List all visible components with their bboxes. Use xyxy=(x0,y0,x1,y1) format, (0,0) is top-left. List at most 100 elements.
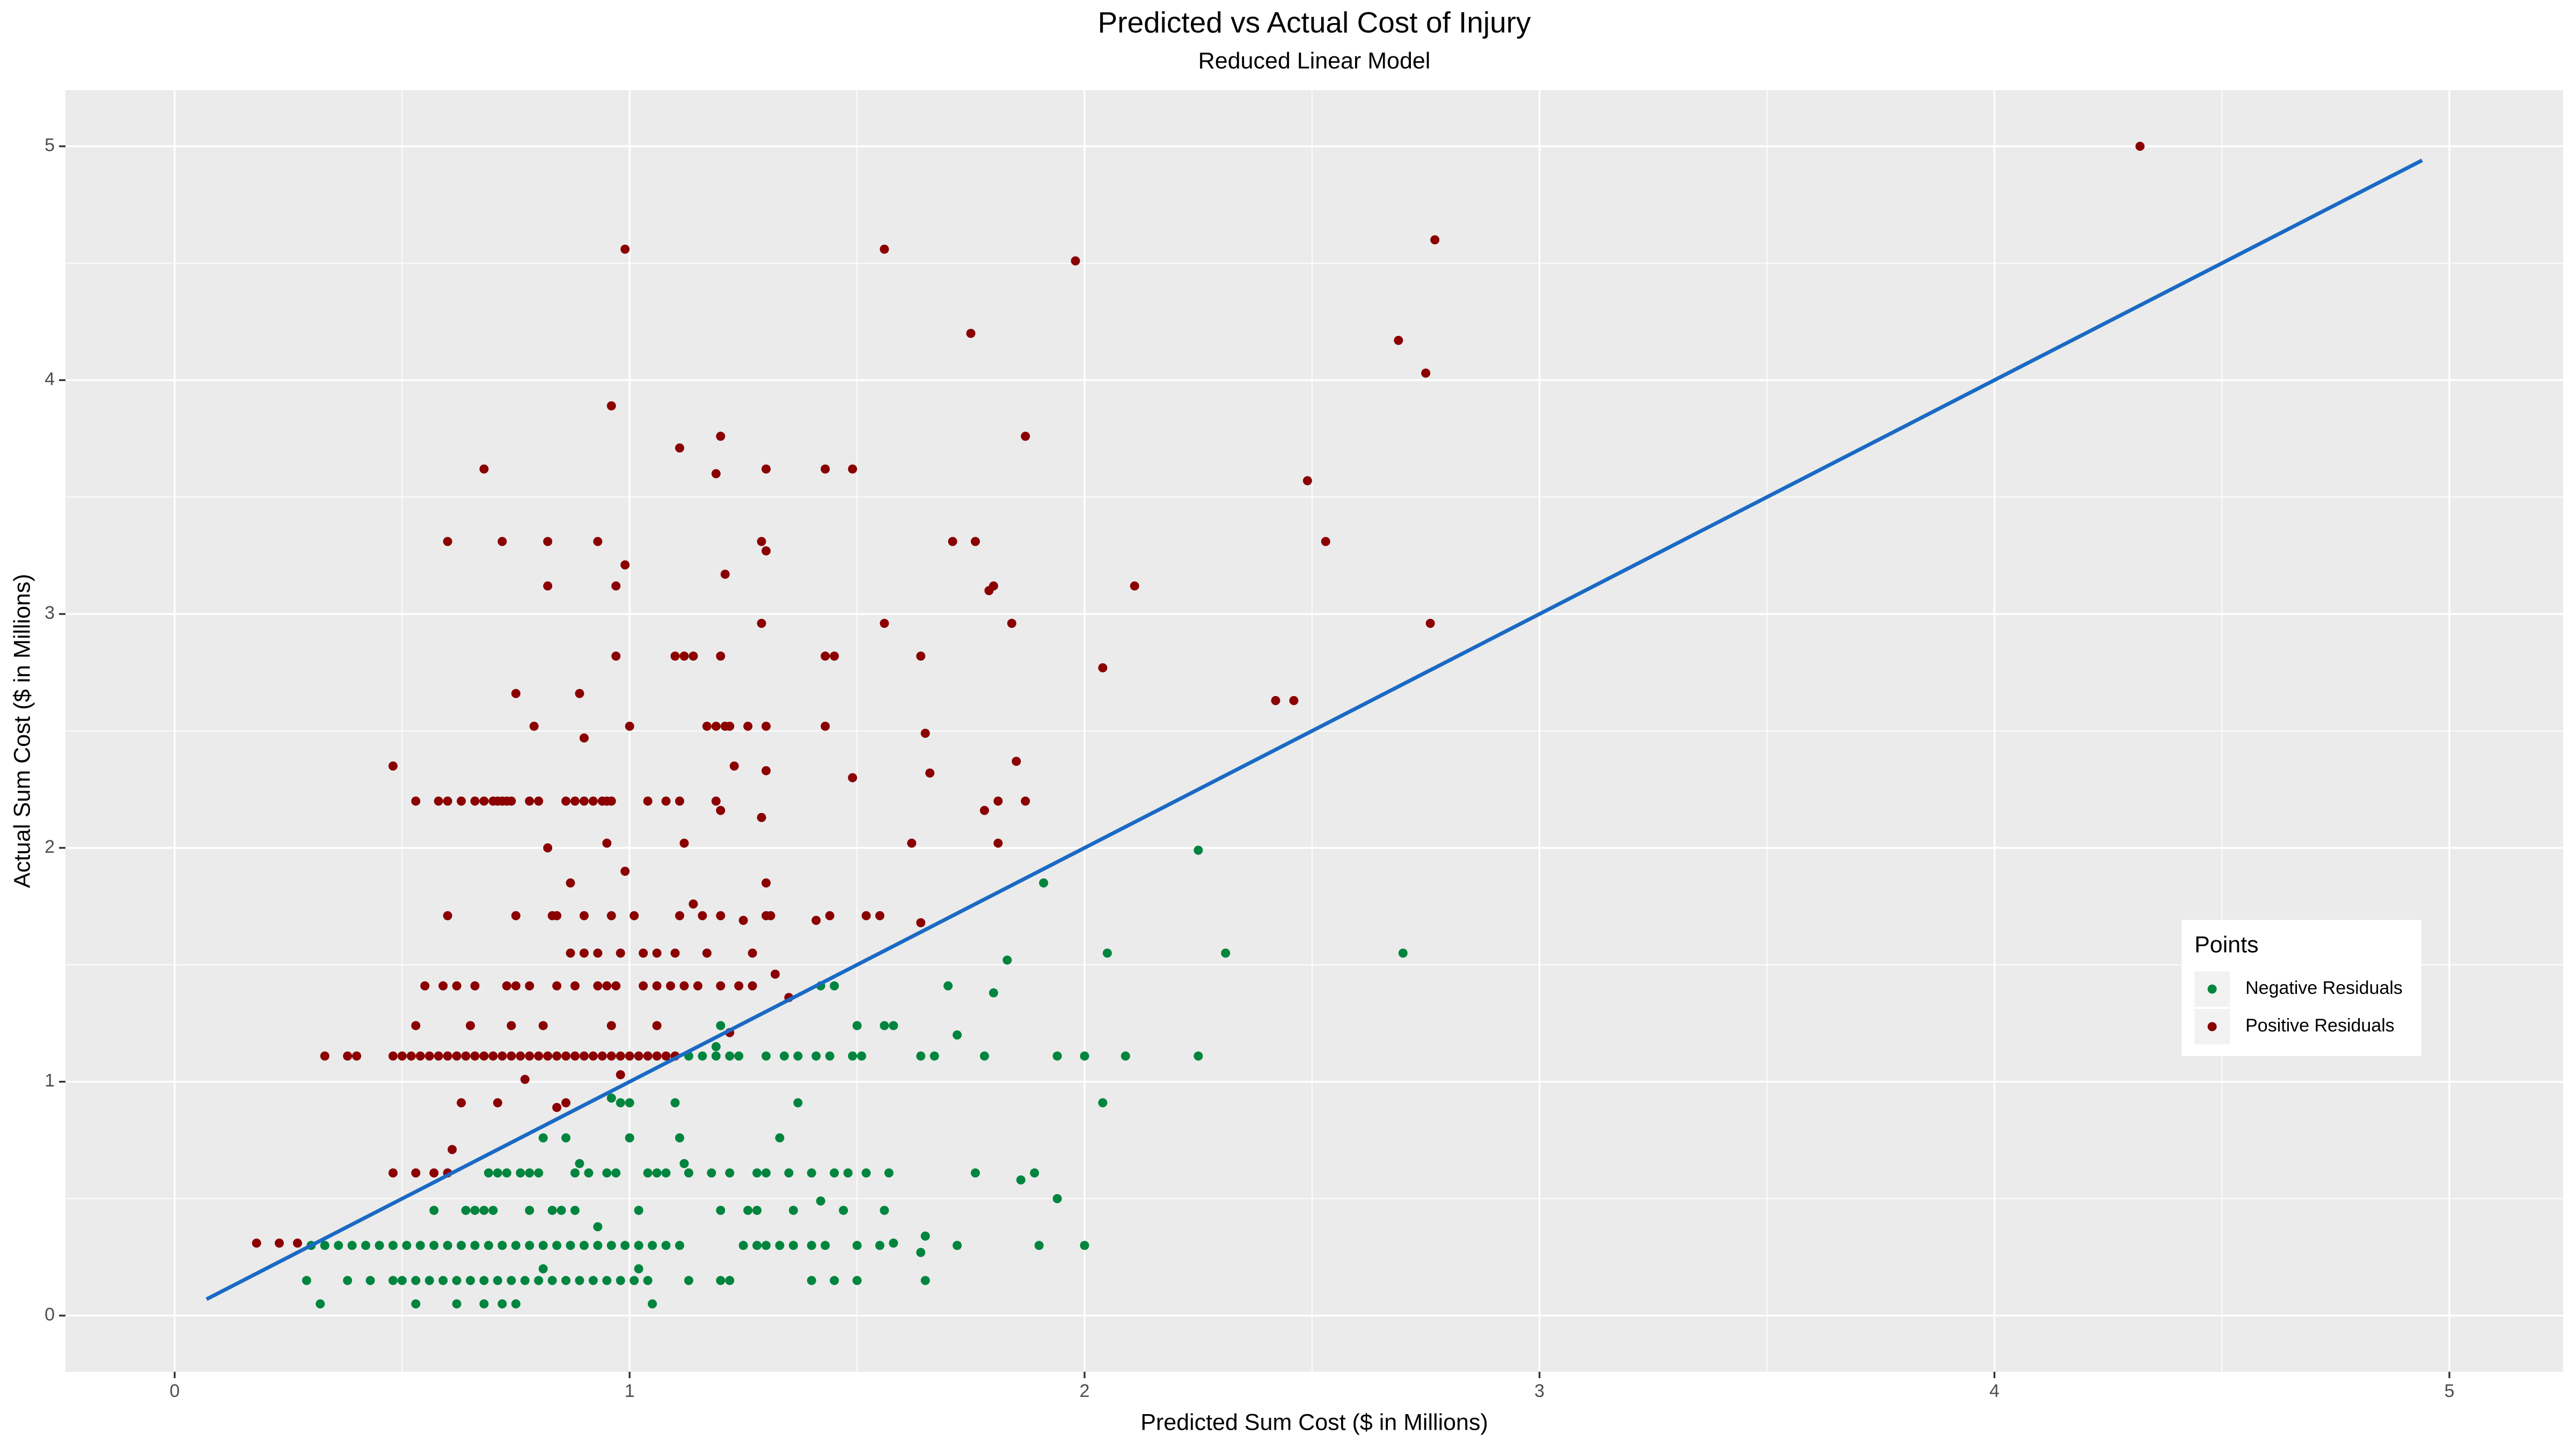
point xyxy=(852,1021,862,1030)
point xyxy=(634,1205,643,1215)
legend-title: Points xyxy=(2194,932,2259,957)
point xyxy=(443,911,452,920)
point xyxy=(1039,878,1049,888)
legend-marker xyxy=(2207,984,2217,994)
point xyxy=(552,981,562,991)
point xyxy=(361,1241,370,1250)
point xyxy=(511,689,521,698)
point xyxy=(788,1205,798,1215)
point xyxy=(643,1051,653,1061)
point xyxy=(857,1051,867,1061)
point xyxy=(525,981,535,991)
point xyxy=(675,1241,684,1250)
point xyxy=(880,244,889,254)
point xyxy=(761,721,771,731)
point xyxy=(429,1168,439,1178)
point xyxy=(843,1168,853,1178)
point xyxy=(570,981,580,991)
point xyxy=(511,1241,521,1250)
point xyxy=(630,911,639,920)
point xyxy=(711,721,721,731)
point xyxy=(916,1051,926,1061)
point xyxy=(611,1168,621,1178)
point xyxy=(543,843,553,853)
point xyxy=(821,721,830,731)
point xyxy=(434,1051,443,1061)
point xyxy=(825,1051,835,1061)
point xyxy=(616,1070,625,1080)
point xyxy=(411,1021,421,1030)
point xyxy=(566,948,575,958)
point xyxy=(570,1205,580,1215)
legend-marker xyxy=(2207,1022,2217,1031)
point xyxy=(734,981,744,991)
point xyxy=(830,1276,839,1285)
point xyxy=(684,1276,693,1285)
point xyxy=(830,1168,839,1178)
point xyxy=(1271,696,1280,705)
point xyxy=(588,1051,598,1061)
point xyxy=(457,796,466,806)
point xyxy=(543,537,553,546)
point xyxy=(953,1241,962,1250)
point xyxy=(757,813,766,822)
y-axis-title: Actual Sum Cost ($ in Millions) xyxy=(9,574,35,888)
point xyxy=(479,1299,489,1309)
point xyxy=(507,796,516,806)
point xyxy=(788,1241,798,1250)
point xyxy=(292,1238,302,1248)
point xyxy=(880,1021,889,1030)
point xyxy=(979,806,989,815)
point xyxy=(479,1205,489,1215)
x-tick-label: 5 xyxy=(2445,1381,2455,1401)
point xyxy=(1321,537,1330,546)
point xyxy=(761,546,771,555)
point xyxy=(821,652,830,661)
point xyxy=(497,537,507,546)
point xyxy=(488,1051,498,1061)
point xyxy=(534,1168,544,1178)
point xyxy=(675,796,684,806)
point xyxy=(593,537,603,546)
point xyxy=(461,1051,471,1061)
point xyxy=(1430,235,1440,245)
point xyxy=(616,1098,625,1108)
point xyxy=(452,1276,462,1285)
point xyxy=(779,1051,789,1061)
point xyxy=(661,1168,671,1178)
point xyxy=(1098,1098,1108,1108)
point xyxy=(579,948,589,958)
x-tick-label: 4 xyxy=(1989,1381,2000,1401)
point xyxy=(570,1051,580,1061)
point xyxy=(316,1299,325,1309)
point xyxy=(497,1299,507,1309)
point xyxy=(579,733,589,743)
point xyxy=(761,1168,771,1178)
point xyxy=(516,1168,525,1178)
point xyxy=(1080,1241,1089,1250)
point xyxy=(479,1276,489,1285)
point xyxy=(470,981,480,991)
point xyxy=(2135,142,2145,151)
point xyxy=(811,916,821,925)
point xyxy=(884,1168,894,1178)
point xyxy=(411,1299,421,1309)
point xyxy=(775,1241,785,1250)
point xyxy=(575,689,584,698)
point xyxy=(916,918,926,927)
x-tick-label: 3 xyxy=(1534,1381,1545,1401)
point xyxy=(711,1042,721,1051)
point xyxy=(916,652,926,661)
point xyxy=(1130,581,1139,591)
point xyxy=(388,1241,398,1250)
point xyxy=(575,1276,584,1285)
point xyxy=(448,1145,457,1154)
point xyxy=(793,1051,803,1061)
point xyxy=(720,569,730,579)
point xyxy=(661,1241,671,1250)
point xyxy=(443,537,452,546)
point xyxy=(711,1051,721,1061)
fit-line xyxy=(206,158,2423,1301)
point xyxy=(452,1299,462,1309)
point xyxy=(970,1168,980,1178)
